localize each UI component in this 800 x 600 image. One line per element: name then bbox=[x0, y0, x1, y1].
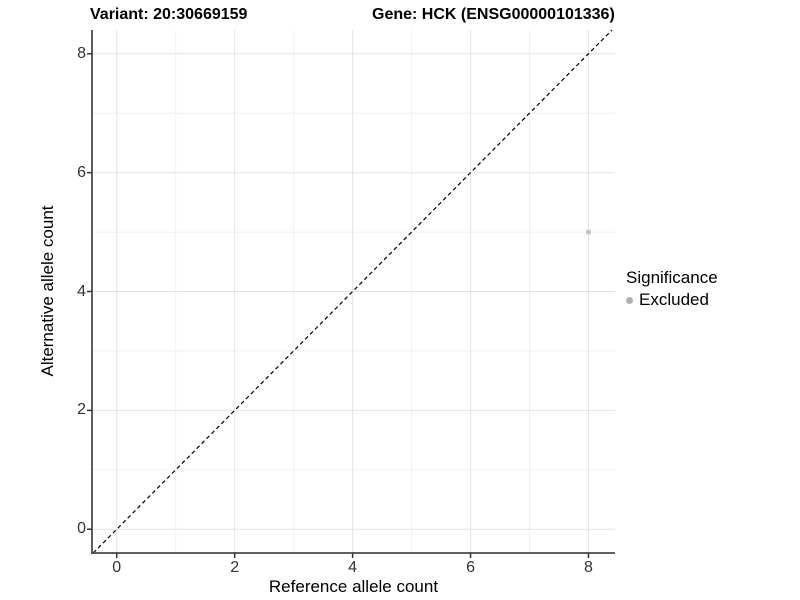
x-tick-label: 0 bbox=[112, 559, 122, 576]
legend-title: Significance bbox=[626, 268, 718, 287]
y-tick-label: 6 bbox=[77, 163, 86, 181]
data-point bbox=[585, 229, 592, 235]
x-tick-label: 6 bbox=[466, 559, 475, 576]
legend: Significance Excluded bbox=[626, 268, 718, 310]
y-tick-label: 2 bbox=[77, 401, 86, 419]
x-tick-label: 8 bbox=[584, 559, 593, 576]
legend-point-icon bbox=[626, 296, 633, 304]
y-tick-label: 4 bbox=[77, 282, 86, 300]
y-tick-label: 8 bbox=[77, 44, 86, 62]
y-tick-label: 0 bbox=[77, 520, 86, 538]
legend-item-excluded: Excluded bbox=[626, 290, 718, 310]
y-axis-label-text: Alternative allele count bbox=[38, 205, 57, 377]
gene-title: Gene: HCK (ENSG00000101336) bbox=[372, 6, 615, 23]
x-tick-label: 4 bbox=[348, 559, 358, 576]
identity-line bbox=[92, 29, 613, 554]
variant-title: Variant: 20:30669159 bbox=[90, 6, 248, 23]
legend-item-label: Excluded bbox=[639, 290, 709, 309]
x-tick-label: 2 bbox=[230, 559, 240, 576]
x-axis-label: Reference allele count bbox=[268, 577, 439, 596]
